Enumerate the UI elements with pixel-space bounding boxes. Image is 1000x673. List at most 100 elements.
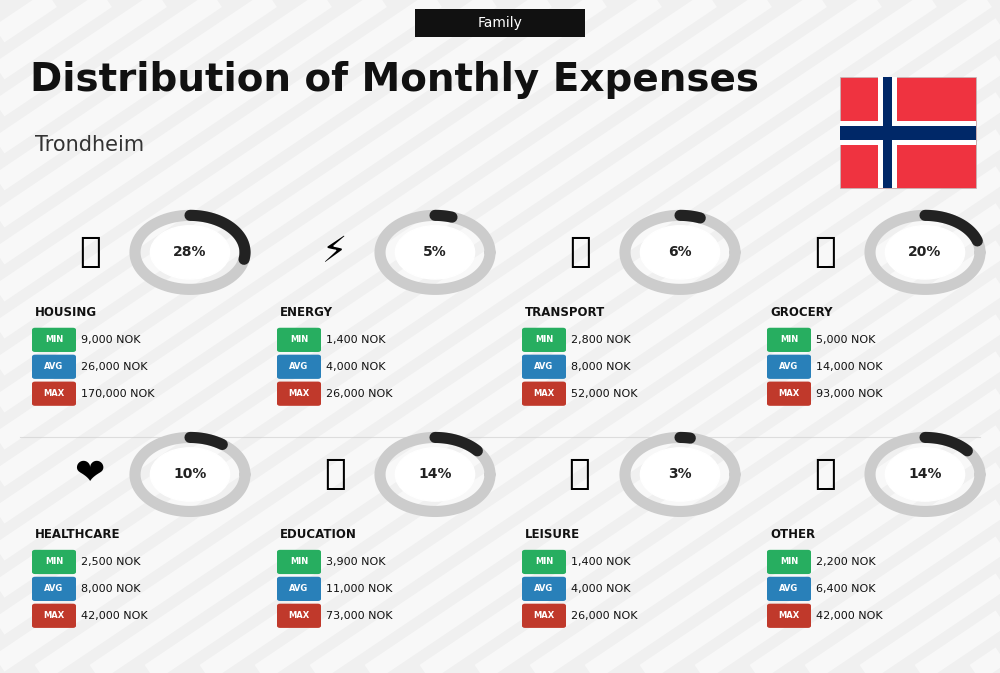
Text: MIN: MIN [780,557,798,567]
Text: 14%: 14% [908,468,942,481]
Text: MAX: MAX [533,389,555,398]
Text: TRANSPORT: TRANSPORT [525,306,605,319]
Text: MIN: MIN [290,335,308,345]
FancyBboxPatch shape [32,577,76,601]
Text: 1,400 NOK: 1,400 NOK [326,335,386,345]
FancyBboxPatch shape [522,382,566,406]
Text: MAX: MAX [778,389,800,398]
Text: MAX: MAX [778,611,800,621]
Text: 73,000 NOK: 73,000 NOK [326,611,392,621]
Text: 4,000 NOK: 4,000 NOK [571,584,631,594]
Text: 28%: 28% [173,246,207,259]
Text: MIN: MIN [45,557,63,567]
Text: 🛍️: 🛍️ [569,458,591,491]
Text: MIN: MIN [780,335,798,345]
Text: HEALTHCARE: HEALTHCARE [35,528,120,541]
Text: 6,400 NOK: 6,400 NOK [816,584,876,594]
Text: ENERGY: ENERGY [280,306,333,319]
Text: AVG: AVG [779,362,799,371]
Text: MIN: MIN [290,557,308,567]
Text: 💰: 💰 [814,458,836,491]
Text: MAX: MAX [43,611,65,621]
Text: AVG: AVG [289,584,309,594]
Text: 🎓: 🎓 [324,458,346,491]
Text: 4,000 NOK: 4,000 NOK [326,362,386,371]
FancyBboxPatch shape [32,604,76,628]
FancyBboxPatch shape [840,126,976,140]
FancyBboxPatch shape [840,120,976,145]
Text: MIN: MIN [535,557,553,567]
Text: AVG: AVG [779,584,799,594]
FancyBboxPatch shape [277,550,321,574]
Text: 42,000 NOK: 42,000 NOK [816,611,883,621]
FancyBboxPatch shape [767,355,811,379]
FancyBboxPatch shape [277,355,321,379]
Text: MAX: MAX [288,611,310,621]
Text: 26,000 NOK: 26,000 NOK [81,362,148,371]
Text: 14,000 NOK: 14,000 NOK [816,362,883,371]
Text: EDUCATION: EDUCATION [280,528,357,541]
Text: HOUSING: HOUSING [35,306,97,319]
Text: 93,000 NOK: 93,000 NOK [816,389,883,398]
Text: 9,000 NOK: 9,000 NOK [81,335,140,345]
FancyBboxPatch shape [277,604,321,628]
Circle shape [885,448,965,501]
Text: AVG: AVG [44,362,64,371]
FancyBboxPatch shape [32,355,76,379]
FancyBboxPatch shape [32,550,76,574]
Text: LEISURE: LEISURE [525,528,580,541]
Text: 🏢: 🏢 [79,236,101,269]
Text: 20%: 20% [908,246,942,259]
Circle shape [395,448,475,501]
Circle shape [640,448,720,501]
Text: 3%: 3% [668,468,692,481]
Circle shape [885,225,965,279]
FancyBboxPatch shape [840,77,976,188]
FancyBboxPatch shape [32,328,76,352]
Text: 5,000 NOK: 5,000 NOK [816,335,875,345]
Text: MAX: MAX [533,611,555,621]
FancyBboxPatch shape [767,550,811,574]
Text: 6%: 6% [668,246,692,259]
FancyBboxPatch shape [522,328,566,352]
Text: MAX: MAX [43,389,65,398]
Text: 🚌: 🚌 [569,236,591,269]
Text: 3,900 NOK: 3,900 NOK [326,557,386,567]
Text: AVG: AVG [534,584,554,594]
FancyBboxPatch shape [415,9,585,37]
FancyBboxPatch shape [767,577,811,601]
Text: 2,200 NOK: 2,200 NOK [816,557,876,567]
Text: MIN: MIN [535,335,553,345]
Text: 8,000 NOK: 8,000 NOK [81,584,140,594]
Text: 10%: 10% [173,468,207,481]
Circle shape [640,225,720,279]
Text: 42,000 NOK: 42,000 NOK [81,611,148,621]
FancyBboxPatch shape [767,382,811,406]
Text: ⚡: ⚡ [322,236,348,269]
Text: AVG: AVG [289,362,309,371]
Text: Distribution of Monthly Expenses: Distribution of Monthly Expenses [30,61,759,98]
Text: OTHER: OTHER [770,528,815,541]
Text: 14%: 14% [418,468,452,481]
Text: 2,800 NOK: 2,800 NOK [571,335,631,345]
Text: Family: Family [478,16,522,30]
Text: 26,000 NOK: 26,000 NOK [571,611,638,621]
FancyBboxPatch shape [522,577,566,601]
Text: 11,000 NOK: 11,000 NOK [326,584,392,594]
Text: 🛒: 🛒 [814,236,836,269]
FancyBboxPatch shape [522,550,566,574]
FancyBboxPatch shape [277,328,321,352]
Text: GROCERY: GROCERY [770,306,832,319]
FancyBboxPatch shape [883,77,892,188]
Text: MAX: MAX [288,389,310,398]
Text: MIN: MIN [45,335,63,345]
Text: ❤️: ❤️ [75,458,105,491]
Text: 2,500 NOK: 2,500 NOK [81,557,140,567]
Text: Trondheim: Trondheim [35,135,144,155]
Text: 1,400 NOK: 1,400 NOK [571,557,631,567]
Text: AVG: AVG [534,362,554,371]
Circle shape [150,448,230,501]
Text: 26,000 NOK: 26,000 NOK [326,389,392,398]
Text: AVG: AVG [44,584,64,594]
Circle shape [395,225,475,279]
